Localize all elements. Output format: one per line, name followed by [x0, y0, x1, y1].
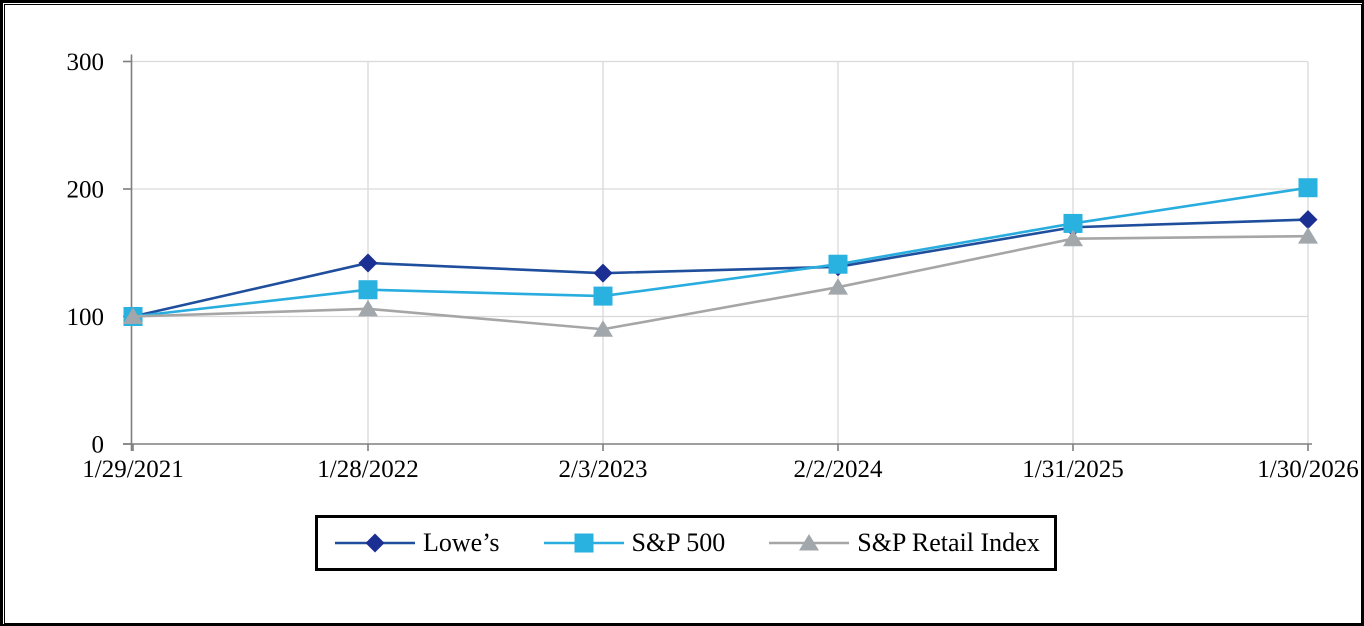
x-tick-label: 1/30/2026: [1257, 456, 1358, 483]
lowes-legend-diamond-marker-icon: [365, 533, 385, 553]
retail-series-line: [132, 234, 1309, 331]
lowes-diamond-marker-icon: [358, 253, 378, 273]
retail-triangle-marker-icon: [828, 278, 848, 295]
x-tick-label: 1/31/2025: [1022, 456, 1123, 483]
sp500-square-icon: [543, 533, 624, 553]
x-tick-label: 2/3/2023: [559, 456, 648, 483]
sp500-square-marker-icon: [828, 254, 848, 274]
legend-item-retail: S&P Retail Index: [768, 528, 1040, 558]
y-tick-label: 200: [67, 177, 105, 204]
legend-item-lowes: Lowe’s: [334, 528, 500, 558]
retail-triangle-marker-icon: [358, 299, 378, 317]
sp500-series-line: [132, 186, 1309, 318]
sp500-legend-square-marker-icon: [574, 533, 594, 553]
legend-item-sp500: S&P 500: [543, 528, 726, 558]
retail-triangle-marker-icon: [1298, 227, 1318, 244]
lowes-diamond-icon: [335, 533, 415, 553]
legend-label-lowes: Lowe’s: [423, 528, 500, 557]
y-tick-label: 100: [67, 304, 105, 331]
x-tick-label: 2/2/2024: [794, 456, 883, 483]
lowes-series-line: [132, 218, 1309, 318]
retail-triangle-marker-icon: [1063, 229, 1083, 247]
lowes-diamond-marker-icon: [593, 263, 613, 283]
retail-triangle-marker-icon: [123, 307, 143, 324]
stock-performance-chart: 0 100 200 300 1/29/2021 1/28/2022 2/3/2023 2/2/…: [67, 49, 1359, 483]
retail-legend-triangle-marker-icon: [799, 534, 820, 551]
retail-triangle-marker-icon: [593, 320, 613, 337]
y-tick-label: 300: [67, 49, 105, 76]
legend-label-sp500: S&P 500: [631, 528, 726, 557]
sp500-square-marker-icon: [358, 280, 378, 300]
sp500-square-marker-icon: [1298, 178, 1318, 198]
x-tick-label: 1/29/2021: [82, 456, 183, 483]
sp500-square-marker-icon: [1063, 213, 1083, 233]
lowes-diamond-marker-icon: [1298, 210, 1318, 230]
retail-triangle-icon: [769, 534, 850, 551]
chart-legend: Lowe’s S&P 500 S&P Retail Index: [315, 515, 1057, 571]
legend-label-retail: S&P Retail Index: [857, 528, 1040, 557]
sp500-square-marker-icon: [593, 286, 613, 306]
y-tick-label: 0: [92, 432, 105, 459]
x-tick-label: 1/28/2022: [317, 456, 418, 483]
